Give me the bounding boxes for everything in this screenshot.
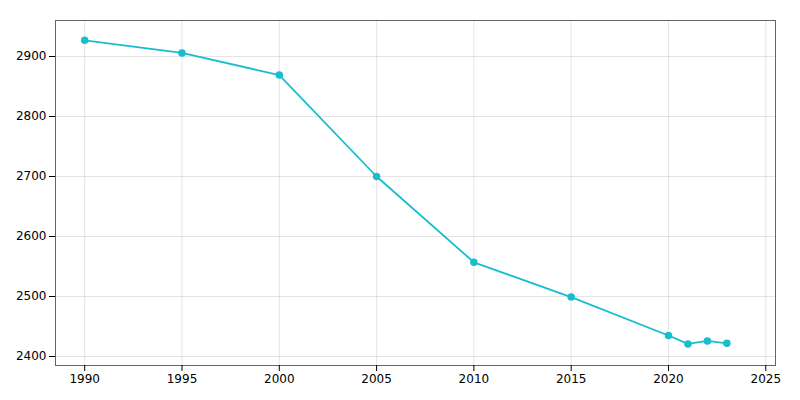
svg-text:2015: 2015 (556, 372, 587, 386)
svg-text:2010: 2010 (459, 372, 490, 386)
svg-text:2900: 2900 (16, 49, 47, 63)
svg-text:1990: 1990 (69, 372, 100, 386)
svg-text:2600: 2600 (16, 229, 47, 243)
svg-text:2025: 2025 (750, 372, 781, 386)
svg-text:2500: 2500 (16, 289, 47, 303)
svg-text:2005: 2005 (361, 372, 392, 386)
svg-text:2800: 2800 (16, 109, 47, 123)
svg-text:2000: 2000 (264, 372, 295, 386)
svg-text:2020: 2020 (653, 372, 684, 386)
svg-text:2400: 2400 (16, 349, 47, 363)
svg-text:2700: 2700 (16, 169, 47, 183)
svg-text:1995: 1995 (167, 372, 198, 386)
